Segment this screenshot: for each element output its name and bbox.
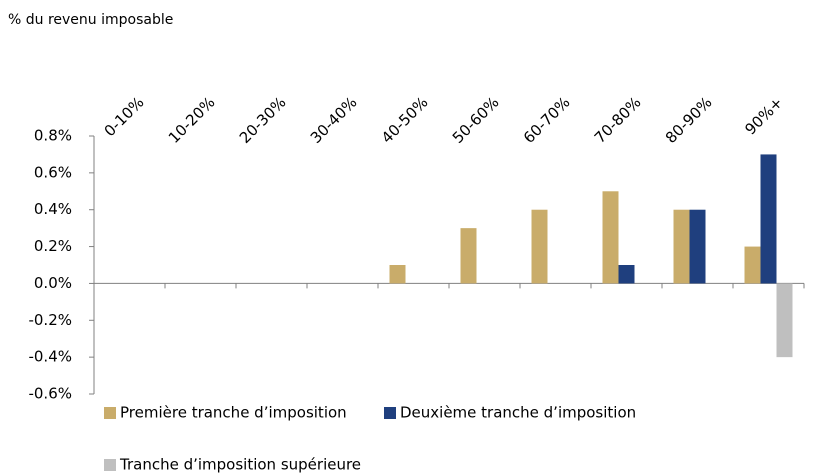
legend-label: Première tranche d’imposition [120,404,347,422]
bar [389,265,406,284]
bar [618,265,635,284]
x-tick-label: 0-10% [101,93,148,140]
bar [776,283,793,358]
bar [531,209,548,284]
bar [460,228,477,284]
y-tick-label: 0.0% [34,274,72,292]
y-tick-label: 0.2% [34,237,72,255]
y-tick-label: 0.4% [34,200,72,218]
y-tick-label: 0.8% [34,127,72,145]
x-tick-label: 20-30% [236,93,290,147]
x-tick-label: 70-80% [591,93,645,147]
bar [689,209,706,284]
y-tick-label: -0.2% [28,311,72,329]
legend-swatch [384,407,396,419]
x-tick-label: 50-60% [449,93,503,147]
chart-title: % du revenu imposable [8,12,173,28]
bar [673,209,690,284]
y-tick-label: 0.6% [34,163,72,181]
legend-label: Tranche d’imposition supérieure [119,456,361,474]
x-tick-label: 80-90% [662,93,716,147]
x-tick-label: 40-50% [378,93,432,147]
bar [744,246,761,284]
x-tick-label: 30-40% [307,93,361,147]
legend-swatch [104,459,116,471]
y-tick-label: -0.4% [28,348,72,366]
legend-swatch [104,407,116,419]
y-tick-label: -0.6% [28,385,72,403]
x-tick-label: 90%+ [741,93,786,138]
x-tick-label: 10-20% [165,93,219,147]
legend-label: Deuxième tranche d’imposition [400,404,636,422]
bar [602,191,619,284]
x-tick-label: 60-70% [520,93,574,147]
bar [760,154,777,284]
